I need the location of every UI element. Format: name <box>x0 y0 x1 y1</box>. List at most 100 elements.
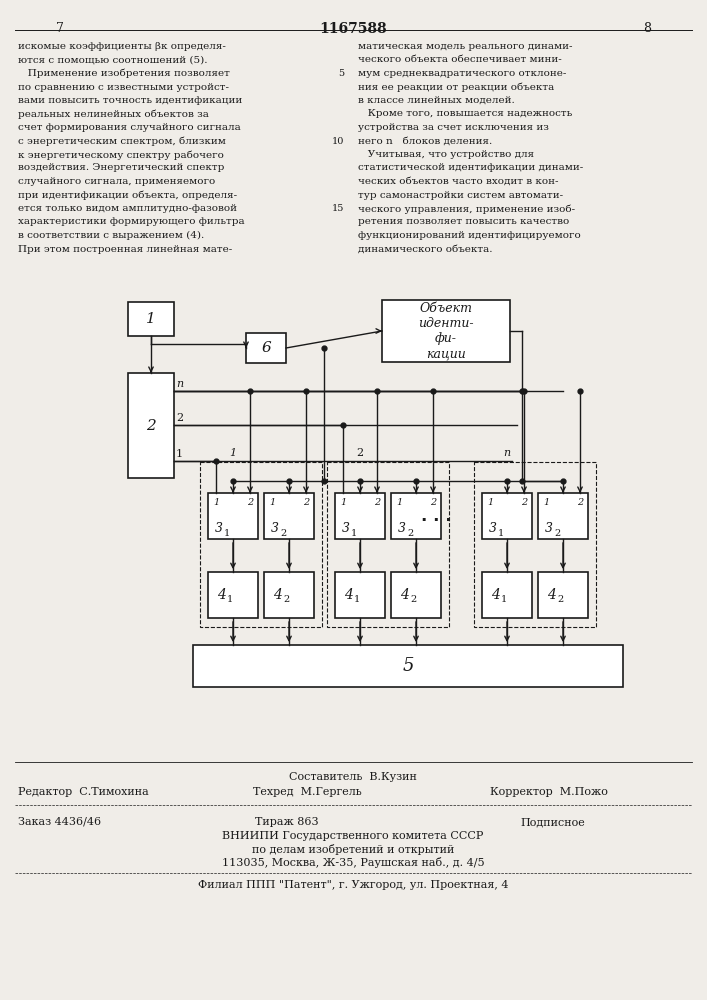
Text: матическая модель реального динами-: матическая модель реального динами- <box>358 42 573 51</box>
Text: 3: 3 <box>215 522 223 535</box>
Text: 2: 2 <box>303 498 309 507</box>
Text: 113035, Москва, Ж-35, Раушская наб., д. 4/5: 113035, Москва, Ж-35, Раушская наб., д. … <box>222 857 484 868</box>
Text: ются с помощью соотношений (5).: ются с помощью соотношений (5). <box>18 55 207 64</box>
Text: 1167588: 1167588 <box>319 22 387 36</box>
Text: 1: 1 <box>543 498 549 507</box>
Text: по сравнению с известными устройст-: по сравнению с известными устройст- <box>18 83 229 92</box>
Text: 1: 1 <box>487 498 493 507</box>
Text: Корректор  М.Пожо: Корректор М.Пожо <box>490 787 608 797</box>
Text: 2: 2 <box>374 498 380 507</box>
FancyBboxPatch shape <box>391 572 441 618</box>
Text: устройства за счет исключения из: устройства за счет исключения из <box>358 123 549 132</box>
FancyBboxPatch shape <box>264 493 314 539</box>
FancyBboxPatch shape <box>246 333 286 363</box>
Text: тур самонастройки систем автомати-: тур самонастройки систем автомати- <box>358 190 563 200</box>
Text: него n   блоков деления.: него n блоков деления. <box>358 136 492 145</box>
FancyBboxPatch shape <box>538 572 588 618</box>
Text: характеристики формирующего фильтра: характеристики формирующего фильтра <box>18 218 245 227</box>
Text: ется только видом амплитудно-фазовой: ется только видом амплитудно-фазовой <box>18 204 237 213</box>
Text: 15: 15 <box>332 204 344 213</box>
FancyBboxPatch shape <box>208 572 258 618</box>
Text: Объект
иденти-
фи-
кации: Объект иденти- фи- кации <box>418 302 474 360</box>
Text: искомые коэффициенты βк определя-: искомые коэффициенты βк определя- <box>18 42 226 51</box>
Text: динамического объекта.: динамического объекта. <box>358 244 493 253</box>
Text: 1: 1 <box>498 529 504 538</box>
Text: 5: 5 <box>402 657 414 675</box>
Text: при идентификации объекта, определя-: при идентификации объекта, определя- <box>18 190 237 200</box>
Text: функционирований идентифицируемого: функционирований идентифицируемого <box>358 231 580 240</box>
FancyBboxPatch shape <box>391 493 441 539</box>
Text: реальных нелинейных объектов за: реальных нелинейных объектов за <box>18 109 209 119</box>
Text: 2: 2 <box>430 498 436 507</box>
FancyBboxPatch shape <box>264 572 314 618</box>
Text: Составитель  В.Кузин: Составитель В.Кузин <box>289 772 417 782</box>
Text: n: n <box>503 448 510 458</box>
Text: . . .: . . . <box>421 507 452 525</box>
FancyBboxPatch shape <box>335 493 385 539</box>
FancyBboxPatch shape <box>208 493 258 539</box>
Text: При этом построенная линейная мате-: При этом построенная линейная мате- <box>18 244 233 253</box>
Text: мум среднеквадратического отклоне-: мум среднеквадратического отклоне- <box>358 69 566 78</box>
FancyBboxPatch shape <box>335 572 385 618</box>
Text: 1: 1 <box>230 448 237 458</box>
FancyBboxPatch shape <box>538 493 588 539</box>
Text: Подписное: Подписное <box>520 817 585 827</box>
Text: 1: 1 <box>351 529 357 538</box>
Text: ния ее реакции от реакции объекта: ния ее реакции от реакции объекта <box>358 83 554 92</box>
Text: ВНИИПИ Государственного комитета СССР: ВНИИПИ Государственного комитета СССР <box>222 831 484 841</box>
Text: n: n <box>176 379 183 389</box>
Text: счет формирования случайного сигнала: счет формирования случайного сигнала <box>18 123 241 132</box>
Text: 2: 2 <box>410 595 416 604</box>
Text: 1: 1 <box>396 498 402 507</box>
FancyBboxPatch shape <box>482 493 532 539</box>
Text: 10: 10 <box>332 136 344 145</box>
Text: 8: 8 <box>643 22 651 35</box>
Text: 2: 2 <box>554 529 560 538</box>
Text: 1: 1 <box>354 595 361 604</box>
Text: Техред  М.Гергель: Техред М.Гергель <box>253 787 362 797</box>
Text: 3: 3 <box>398 522 406 535</box>
Text: 1: 1 <box>227 595 233 604</box>
Text: 4: 4 <box>344 588 353 602</box>
FancyBboxPatch shape <box>128 373 174 478</box>
Text: Учитывая, что устройство для: Учитывая, что устройство для <box>358 150 534 159</box>
Text: 1: 1 <box>224 529 230 538</box>
Text: по делам изобретений и открытий: по делам изобретений и открытий <box>252 844 454 855</box>
Text: 4: 4 <box>217 588 226 602</box>
Text: случайного сигнала, применяемого: случайного сигнала, применяемого <box>18 177 215 186</box>
Text: 5: 5 <box>338 69 344 78</box>
Text: к энергетическому спектру рабочего: к энергетическому спектру рабочего <box>18 150 224 159</box>
Text: статистической идентификации динами-: статистической идентификации динами- <box>358 163 583 172</box>
FancyBboxPatch shape <box>193 645 623 687</box>
Text: 2: 2 <box>407 529 414 538</box>
Text: 2: 2 <box>557 595 563 604</box>
Text: 3: 3 <box>545 522 553 535</box>
Text: 1: 1 <box>269 498 275 507</box>
Text: 2: 2 <box>521 498 527 507</box>
Text: Тираж 863: Тираж 863 <box>255 817 319 827</box>
Text: 3: 3 <box>342 522 350 535</box>
Text: 3: 3 <box>271 522 279 535</box>
Text: воздействия. Энергетический спектр: воздействия. Энергетический спектр <box>18 163 224 172</box>
Text: Заказ 4436/46: Заказ 4436/46 <box>18 817 101 827</box>
Text: 6: 6 <box>261 341 271 355</box>
Text: 1: 1 <box>146 312 156 326</box>
Text: 1: 1 <box>501 595 507 604</box>
Text: 2: 2 <box>283 595 289 604</box>
FancyBboxPatch shape <box>382 300 510 362</box>
Text: Применение изобретения позволяет: Применение изобретения позволяет <box>18 69 230 79</box>
Text: ческого объекта обеспечивает мини-: ческого объекта обеспечивает мини- <box>358 55 562 64</box>
Text: с энергетическим спектром, близким: с энергетическим спектром, близким <box>18 136 226 146</box>
Text: Редактор  С.Тимохина: Редактор С.Тимохина <box>18 787 148 797</box>
Text: ческого управления, применение изоб-: ческого управления, применение изоб- <box>358 204 575 214</box>
Text: 4: 4 <box>491 588 500 602</box>
Text: ретения позволяет повысить качество: ретения позволяет повысить качество <box>358 218 569 227</box>
Text: 4: 4 <box>547 588 556 602</box>
Text: ческих объектов часто входит в кон-: ческих объектов часто входит в кон- <box>358 177 559 186</box>
Text: 2: 2 <box>176 413 183 423</box>
Text: в соответствии с выражением (4).: в соответствии с выражением (4). <box>18 231 204 240</box>
FancyBboxPatch shape <box>128 302 174 336</box>
Text: 4: 4 <box>273 588 282 602</box>
Text: Филиал ППП "Патент", г. Ужгород, ул. Проектная, 4: Филиал ППП "Патент", г. Ужгород, ул. Про… <box>198 880 508 890</box>
Text: 1: 1 <box>213 498 219 507</box>
